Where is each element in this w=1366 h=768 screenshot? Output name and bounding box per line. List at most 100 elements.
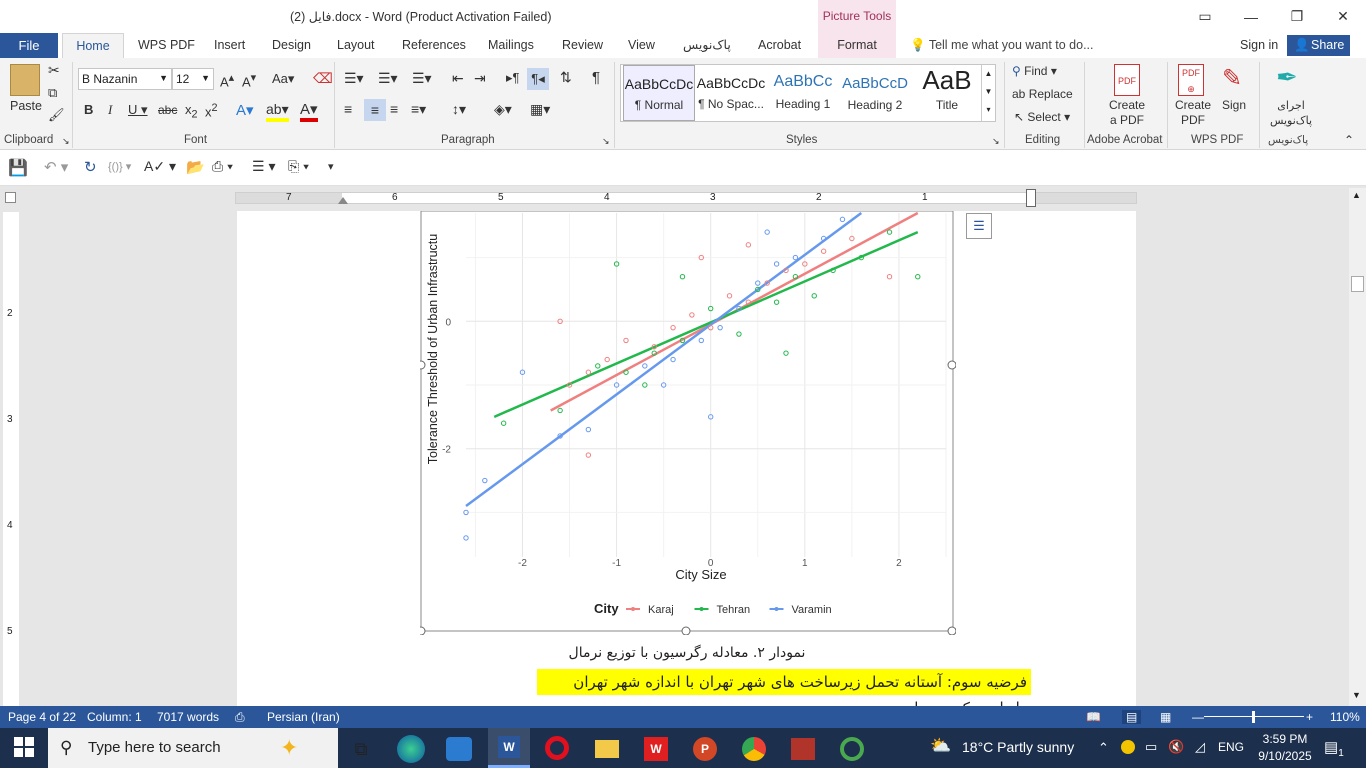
paste-icon[interactable]	[10, 64, 40, 96]
font-color-icon[interactable]: A▾	[300, 100, 318, 122]
minimize-button[interactable]: —	[1244, 8, 1258, 25]
ribbon-display-icon[interactable]: ▭	[1198, 8, 1212, 24]
page-setup-icon[interactable]: ⎘ ▾	[288, 158, 309, 174]
zoom-in-icon[interactable]: +	[1306, 710, 1314, 724]
volume-mute-icon[interactable]: 🔇	[1168, 739, 1185, 754]
undo-icon[interactable]: ↶ ▾	[44, 159, 69, 176]
sign-button[interactable]: Sign	[1222, 98, 1247, 112]
cut-icon[interactable]: ✂	[48, 62, 60, 78]
zoom-level[interactable]: 110%	[1330, 710, 1360, 724]
language-indicator[interactable]: Persian (Iran)	[267, 710, 340, 724]
tab-insert[interactable]: Insert	[214, 38, 246, 52]
tray-app-icon[interactable]	[1121, 740, 1135, 754]
regression-chart[interactable]: -2 -1 0 1 2 0 -2 City Size Tolerance Threshold…	[420, 211, 956, 635]
layout-options-icon[interactable]: ☰	[966, 213, 992, 239]
file-explorer-icon[interactable]	[595, 740, 619, 758]
wps-office-icon[interactable]: W	[644, 737, 668, 761]
tab-review[interactable]: Review	[562, 38, 603, 52]
chrome-icon[interactable]	[742, 737, 766, 761]
open-folder-icon[interactable]: 📂	[186, 159, 205, 176]
windows-start-icon[interactable]	[14, 737, 34, 757]
clipboard-launcher-icon[interactable]: ↘	[62, 136, 70, 146]
tab-acrobat[interactable]: Acrobat	[758, 38, 802, 52]
resize-handle[interactable]	[420, 360, 426, 370]
grow-font-icon[interactable]: A▴	[220, 72, 235, 90]
create-a-pdf-button[interactable]: Create a PDF	[1107, 98, 1147, 128]
scroll-thumb[interactable]	[1351, 276, 1364, 292]
vertical-ruler[interactable]: 2 3 4 5	[3, 212, 19, 708]
wps-create-pdf-icon[interactable]: PDF ⊕	[1178, 64, 1204, 96]
scroll-up-icon[interactable]: ▲	[1352, 190, 1361, 200]
resize-handle[interactable]	[947, 360, 956, 370]
right-indent-marker[interactable]	[1026, 189, 1036, 207]
change-case-icon[interactable]: Aa▾	[272, 71, 295, 86]
spelling-icon[interactable]: A✓ ▾	[144, 158, 176, 174]
style-no-spacing[interactable]: AaBbCcDc ¶ No Spac...	[695, 65, 767, 121]
tab-paknevis[interactable]: پاک‌نویس	[683, 37, 731, 52]
paste-button[interactable]: Paste	[10, 99, 42, 113]
underline-icon[interactable]: U ▾	[128, 102, 148, 117]
tab-design[interactable]: Design	[272, 38, 311, 52]
sort-icon[interactable]: ⇅	[560, 69, 572, 85]
paragraph-launcher-icon[interactable]: ↘	[602, 136, 610, 146]
feather-icon[interactable]: ✒	[1276, 62, 1298, 92]
store-icon[interactable]	[446, 737, 472, 761]
task-view-icon[interactable]: ⧉	[354, 739, 368, 759]
clear-format-icon[interactable]: ⌫	[313, 70, 333, 86]
clock[interactable]: 3:59 PM 9/10/2025	[1255, 731, 1315, 765]
line-spacing-icon[interactable]: ↕▾	[452, 101, 467, 117]
tab-references[interactable]: References	[402, 38, 466, 52]
numbering-icon[interactable]: ☰▾	[378, 70, 398, 86]
shading-icon[interactable]: ◈▾	[494, 101, 512, 117]
superscript-icon[interactable]: x2	[205, 102, 218, 120]
wps-create-pdf-button[interactable]: Create PDF	[1173, 98, 1213, 128]
bold-icon[interactable]: B	[84, 102, 94, 117]
close-button[interactable]: ✕	[1337, 8, 1349, 24]
proofing-icon[interactable]: ⎙	[235, 710, 245, 724]
rtl-direction-icon[interactable]: ¶◂	[527, 68, 549, 90]
font-size-box[interactable]: 12 ▼	[172, 68, 214, 90]
run-paknevis-button[interactable]: اجرای پاک‌نویس	[1262, 98, 1320, 128]
tray-chevron-icon[interactable]: ⌃	[1098, 740, 1109, 755]
sign-in-link[interactable]: Sign in	[1240, 38, 1279, 52]
tab-format[interactable]: Format	[818, 33, 896, 58]
edge-icon[interactable]	[397, 735, 425, 763]
weather-text[interactable]: 18°C Partly sunny	[962, 739, 1075, 755]
create-pdf-icon[interactable]: PDF	[1114, 64, 1140, 96]
battery-icon[interactable]: ▭	[1145, 739, 1158, 754]
network-icon[interactable]: ◿	[1195, 739, 1205, 754]
tab-wps-pdf[interactable]: WPS PDF	[138, 38, 195, 52]
resize-handles[interactable]	[420, 360, 956, 635]
equation-icon[interactable]: {()} ▾	[108, 161, 132, 173]
sign-pen-icon[interactable]: ✎	[1222, 65, 1243, 92]
notification-icon[interactable]: ▤1	[1324, 739, 1344, 759]
multilevel-list-icon[interactable]: ☰▾	[412, 70, 432, 86]
resize-handle[interactable]	[947, 626, 956, 635]
word-count[interactable]: 7017 words	[157, 710, 220, 724]
share-button[interactable]: 👤 Share	[1287, 35, 1350, 56]
word-taskbar-button[interactable]: W	[488, 728, 530, 768]
input-language[interactable]: ENG	[1218, 740, 1245, 754]
tab-mailings[interactable]: Mailings	[488, 38, 534, 52]
style-normal[interactable]: AaBbCcDc ¶ Normal	[623, 65, 695, 121]
powerpoint-icon[interactable]: P	[693, 737, 717, 761]
ltr-direction-icon[interactable]: ▸¶	[506, 70, 520, 85]
opera-icon[interactable]	[545, 736, 569, 760]
borders-icon[interactable]: ▦▾	[530, 101, 551, 117]
select-button[interactable]: ↖ Select ▾	[1014, 110, 1071, 124]
redo-icon[interactable]: ↻	[84, 159, 97, 176]
format-painter-icon[interactable]: 🖌	[48, 107, 65, 122]
tab-layout[interactable]: Layout	[337, 38, 375, 52]
bullets-icon[interactable]: ☰▾	[344, 70, 364, 86]
decrease-indent-icon[interactable]: ⇤	[452, 70, 464, 86]
zoom-out-icon[interactable]: —	[1192, 710, 1204, 724]
web-layout-icon[interactable]: ▦	[1160, 710, 1172, 724]
align-left-icon[interactable]: ≡	[344, 101, 353, 117]
style-title[interactable]: AaB Title	[911, 65, 983, 121]
shrink-font-icon[interactable]: A▾	[242, 72, 257, 90]
restore-button[interactable]: ❐	[1290, 8, 1304, 24]
styles-scroll[interactable]: ▲ ▼ ▾	[981, 65, 995, 121]
tab-file[interactable]: File	[0, 33, 58, 58]
replace-button[interactable]: ab Replace	[1012, 87, 1073, 101]
strikethrough-icon[interactable]: abc	[158, 103, 178, 117]
